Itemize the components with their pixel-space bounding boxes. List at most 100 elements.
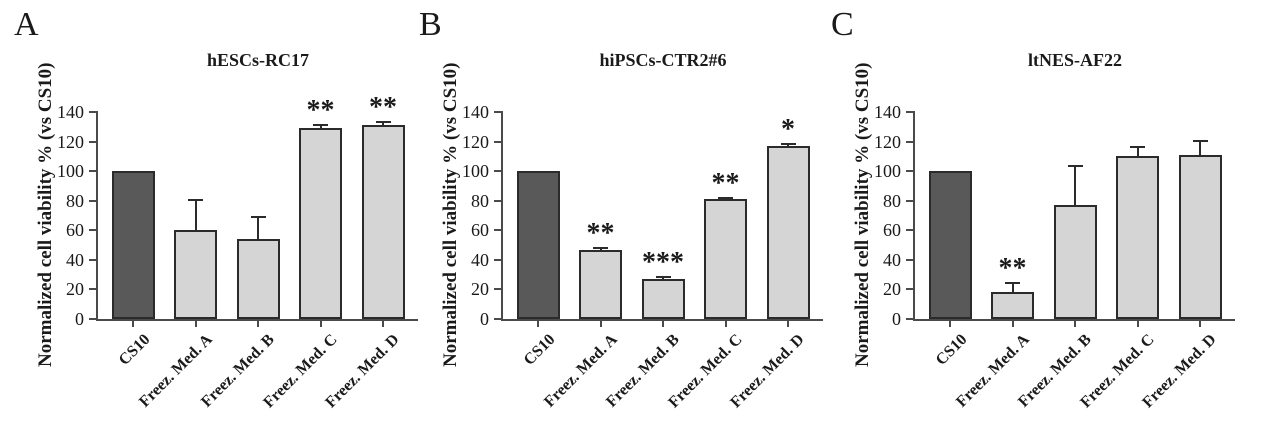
y-tick-label: 60 (883, 220, 901, 241)
y-tick (906, 229, 913, 232)
bar (111, 171, 155, 319)
plot-area: 0 20 40 60 80 100 120 140 CS10 Freez. Med. A Freez… (57, 93, 418, 411)
y-axis-line (96, 111, 98, 321)
error-bar (319, 123, 322, 129)
y-tick (906, 288, 913, 291)
y-tick-label: 120 (462, 131, 489, 152)
y-tick-label: 20 (883, 279, 901, 300)
y-tick-label: 0 (480, 309, 489, 329)
y-tick (89, 229, 96, 232)
y-tick (906, 170, 913, 173)
y-tick (906, 318, 913, 320)
bar (299, 128, 342, 319)
error-bar (382, 120, 384, 126)
x-tick (257, 321, 259, 327)
x-tick (724, 321, 727, 327)
y-tick (906, 140, 913, 143)
chart-title: hiPSCs-CTR2#6 (599, 50, 727, 70)
y-tick (494, 111, 501, 113)
y-tick (89, 111, 96, 113)
error-bar-cap (593, 246, 608, 249)
y-tick-label: 0 (75, 309, 84, 329)
panel-c: C ltNES-AF22 Normalized cell viability %… (817, 0, 1269, 433)
significance-stars: * (781, 114, 795, 146)
x-axis-line (913, 319, 1235, 321)
x-tick (1199, 321, 1201, 327)
y-tick (494, 170, 501, 173)
bar (766, 146, 810, 319)
y-tick-label: 140 (57, 102, 84, 122)
x-axis-line (96, 319, 418, 321)
y-tick-label: 60 (66, 220, 84, 241)
error-bar (1136, 146, 1139, 157)
x-tick (1136, 321, 1139, 327)
panel-b: B hiPSCs-CTR2#6 Normalized cell viabilit… (405, 0, 857, 433)
bar (516, 171, 560, 319)
x-axis-line (501, 319, 823, 321)
panel-a: A hESCs-RC17 Normalized cell viability %… (0, 0, 452, 433)
x-tick-label: CS10 (520, 331, 559, 369)
panel-letter: B (419, 6, 442, 43)
y-tick (494, 288, 501, 291)
x-tick (949, 321, 951, 327)
bar (579, 249, 622, 319)
error-bar-cap (780, 143, 796, 146)
y-tick-label: 140 (462, 102, 489, 122)
x-tick (537, 321, 539, 327)
x-tick (132, 321, 134, 327)
y-tick (906, 199, 913, 202)
y-tick (494, 229, 501, 232)
bar (928, 171, 972, 319)
error-bar (1199, 140, 1201, 155)
y-tick-label: 80 (66, 190, 84, 211)
x-tick (194, 321, 197, 327)
significance-stars: ** (998, 253, 1027, 285)
y-tick-label: 20 (66, 279, 84, 300)
error-bar-cap (1130, 146, 1145, 148)
x-tick (599, 321, 602, 327)
panel-letter: C (831, 6, 854, 43)
y-tick (906, 111, 913, 113)
y-tick-label: 80 (471, 190, 489, 211)
significance-stars: ** (306, 94, 335, 126)
y-tick-label: 100 (462, 161, 489, 182)
bar (704, 199, 747, 319)
y-axis-line (913, 111, 915, 321)
significance-stars: ** (369, 91, 397, 123)
panel-letter: A (14, 6, 39, 43)
bar (1178, 154, 1222, 319)
y-tick (89, 170, 96, 173)
chart-title: ltNES-AF22 (1028, 50, 1122, 70)
bar (361, 125, 405, 319)
y-tick-label: 60 (471, 220, 489, 241)
y-tick (89, 140, 96, 143)
plot-area: 0 20 40 60 80 100 120 140 CS10 ** Freez. Med. A ***… (462, 102, 823, 411)
y-tick (494, 199, 501, 202)
y-axis-line (501, 111, 503, 321)
y-tick-label: 140 (874, 102, 901, 122)
error-bar-cap (375, 120, 391, 123)
y-tick (89, 318, 96, 320)
x-tick (319, 321, 322, 327)
chart-title: hESCs-RC17 (206, 50, 310, 70)
error-bar-cap (718, 197, 733, 200)
bar (174, 230, 217, 319)
significance-stars: ** (711, 168, 740, 200)
x-tick (382, 321, 384, 327)
y-tick (494, 318, 501, 320)
error-bar (1074, 165, 1076, 206)
y-tick-label: 100 (874, 161, 901, 182)
y-tick (494, 140, 501, 143)
x-tick (1074, 321, 1076, 327)
y-tick (906, 258, 913, 261)
error-bar-cap (655, 276, 671, 279)
error-bar-cap (1067, 165, 1083, 168)
error-bar-cap (1005, 282, 1020, 285)
y-tick (494, 258, 501, 261)
error-bar-cap (313, 123, 328, 126)
x-tick (1011, 321, 1014, 327)
y-tick-label: 80 (883, 190, 901, 211)
error-bar (1011, 282, 1014, 293)
y-tick-label: 40 (66, 249, 84, 270)
bar (991, 292, 1034, 319)
